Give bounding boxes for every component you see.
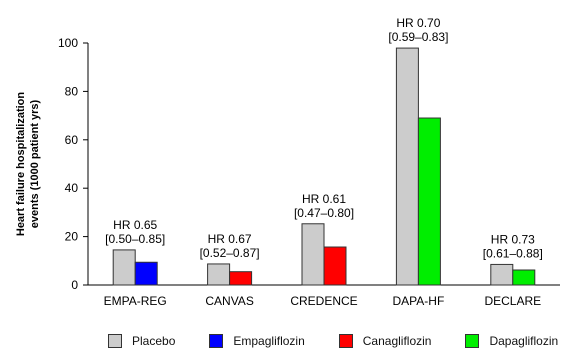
x-tick-label: EMPA-REG [104, 294, 167, 308]
hazard-ratio-label: HR 0.67 [208, 232, 252, 246]
confidence-interval-label: [0.50–0.85] [105, 232, 165, 246]
y-tick-label: 100 [58, 36, 78, 50]
y-tick-label: 80 [65, 84, 79, 98]
bar-dapagliflozin-declare [512, 269, 536, 286]
legend: Placebo Empagliflozin Canagliflozin Dapagli… [108, 334, 558, 348]
legend-swatch [209, 334, 224, 348]
y-axis-title: Heart failure hospitalization events (10… [15, 92, 41, 237]
bar-dapagliflozin-dapa-hf [417, 117, 441, 286]
bar-placebo-credence [301, 223, 325, 286]
confidence-interval-label: [0.47–0.80] [294, 206, 354, 220]
confidence-interval-label: [0.59–0.83] [388, 30, 448, 44]
hazard-ratio-label: HR 0.70 [396, 16, 440, 30]
confidence-interval-label: [0.61–0.88] [483, 246, 543, 260]
bars [112, 47, 536, 286]
bar-placebo-dapa-hf [395, 47, 419, 286]
hazard-ratio-label: HR 0.73 [491, 232, 535, 246]
legend-label: Canagliflozin [362, 334, 432, 348]
y-tick-label: 60 [65, 133, 79, 147]
bar-placebo-empa-reg [112, 249, 136, 286]
legend-swatch [338, 334, 353, 348]
hazard-ratio-label: HR 0.61 [302, 192, 346, 206]
x-tick-label: CREDENCE [290, 294, 357, 308]
x-tick-label: DAPA-HF [393, 294, 445, 308]
legend-item-dapagliflozin: Dapagliflozin [465, 334, 558, 348]
y-tick-label: 20 [65, 230, 79, 244]
legend-item-placebo: Placebo [108, 334, 175, 348]
y-axis-title-line2: events (1000 patient yrs) [29, 99, 41, 228]
bar-canagliflozin-canvas [229, 271, 253, 286]
legend-item-canagliflozin: Canagliflozin [338, 334, 432, 348]
bar-placebo-declare [490, 263, 514, 286]
x-tick-label: CANVAS [205, 294, 253, 308]
bar-empagliflozin-empa-reg [134, 261, 158, 286]
y-axis-title-line1: Heart failure hospitalization [15, 92, 27, 237]
legend-item-empagliflozin: Empagliflozin [209, 334, 305, 348]
bar-placebo-canvas [207, 263, 231, 286]
legend-swatch [108, 334, 122, 348]
hazard-ratio-label: HR 0.65 [113, 218, 157, 232]
legend-label: Placebo [132, 334, 176, 348]
legend-label: Empagliflozin [233, 334, 305, 348]
axes: 0 20 40 60 80 100 [58, 36, 560, 292]
y-tick-label: 0 [71, 278, 78, 292]
bar-canagliflozin-credence [323, 246, 347, 286]
x-tick-label: DECLARE [484, 294, 541, 308]
legend-label: Dapagliflozin [489, 334, 559, 348]
confidence-interval-label: [0.52–0.87] [200, 246, 260, 260]
y-tick-label: 40 [65, 181, 79, 195]
legend-swatch [465, 334, 480, 348]
